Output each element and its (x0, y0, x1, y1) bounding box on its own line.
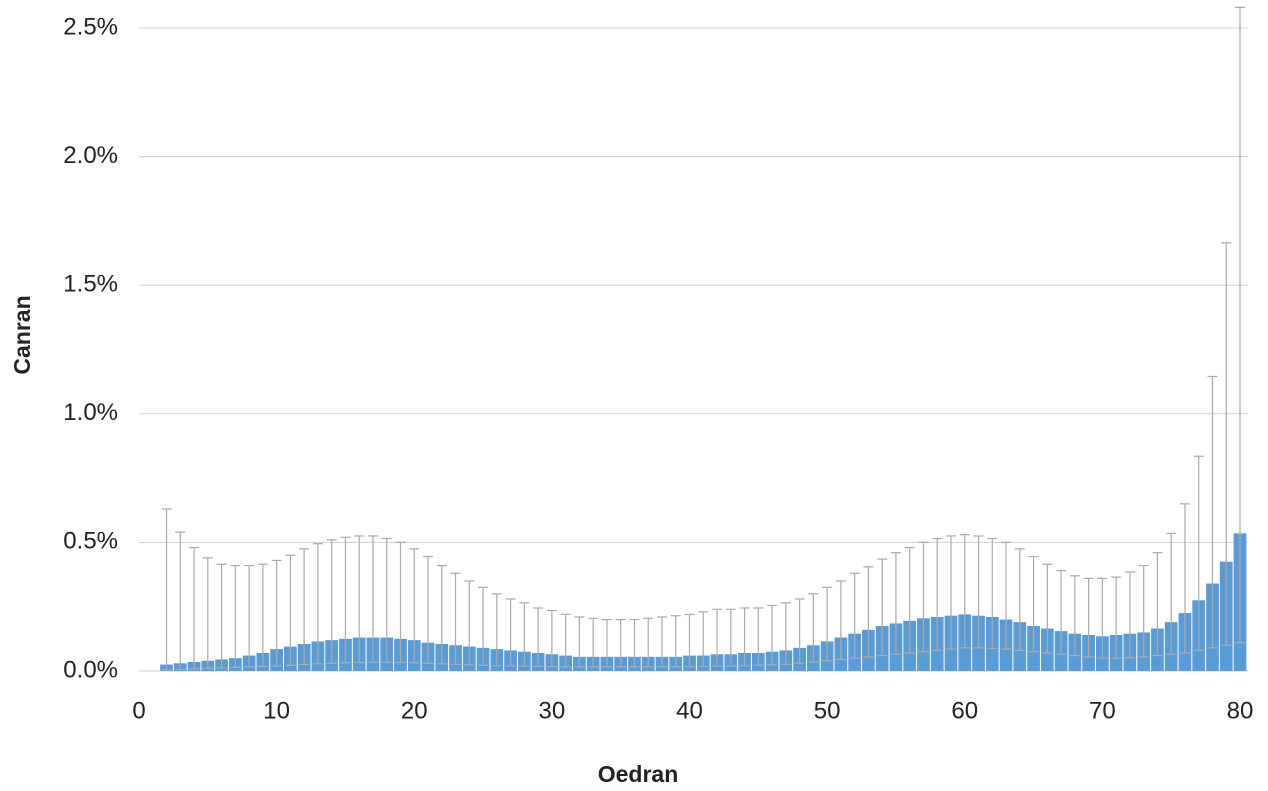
x-tick-label: 30 (539, 697, 566, 724)
y-tick-label: 2.0% (63, 142, 118, 169)
x-axis-title: Oedran (598, 761, 679, 787)
x-tick-label: 40 (676, 697, 703, 724)
x-tick-label: 60 (951, 697, 978, 724)
y-tick-label: 0.0% (63, 656, 118, 683)
y-tick-label: 1.5% (63, 271, 118, 298)
x-tick-label: 0 (132, 697, 145, 724)
x-tick-label: 70 (1089, 697, 1116, 724)
y-tick-label: 2.5% (63, 13, 118, 40)
y-tick-label: 0.5% (63, 528, 118, 555)
x-tick-label: 80 (1227, 697, 1254, 724)
x-tick-label: 20 (401, 697, 428, 724)
y-tick-label: 1.0% (63, 399, 118, 426)
x-tick-label: 50 (814, 697, 841, 724)
x-tick-label: 10 (263, 697, 290, 724)
y-axis-title: Canran (9, 295, 35, 374)
